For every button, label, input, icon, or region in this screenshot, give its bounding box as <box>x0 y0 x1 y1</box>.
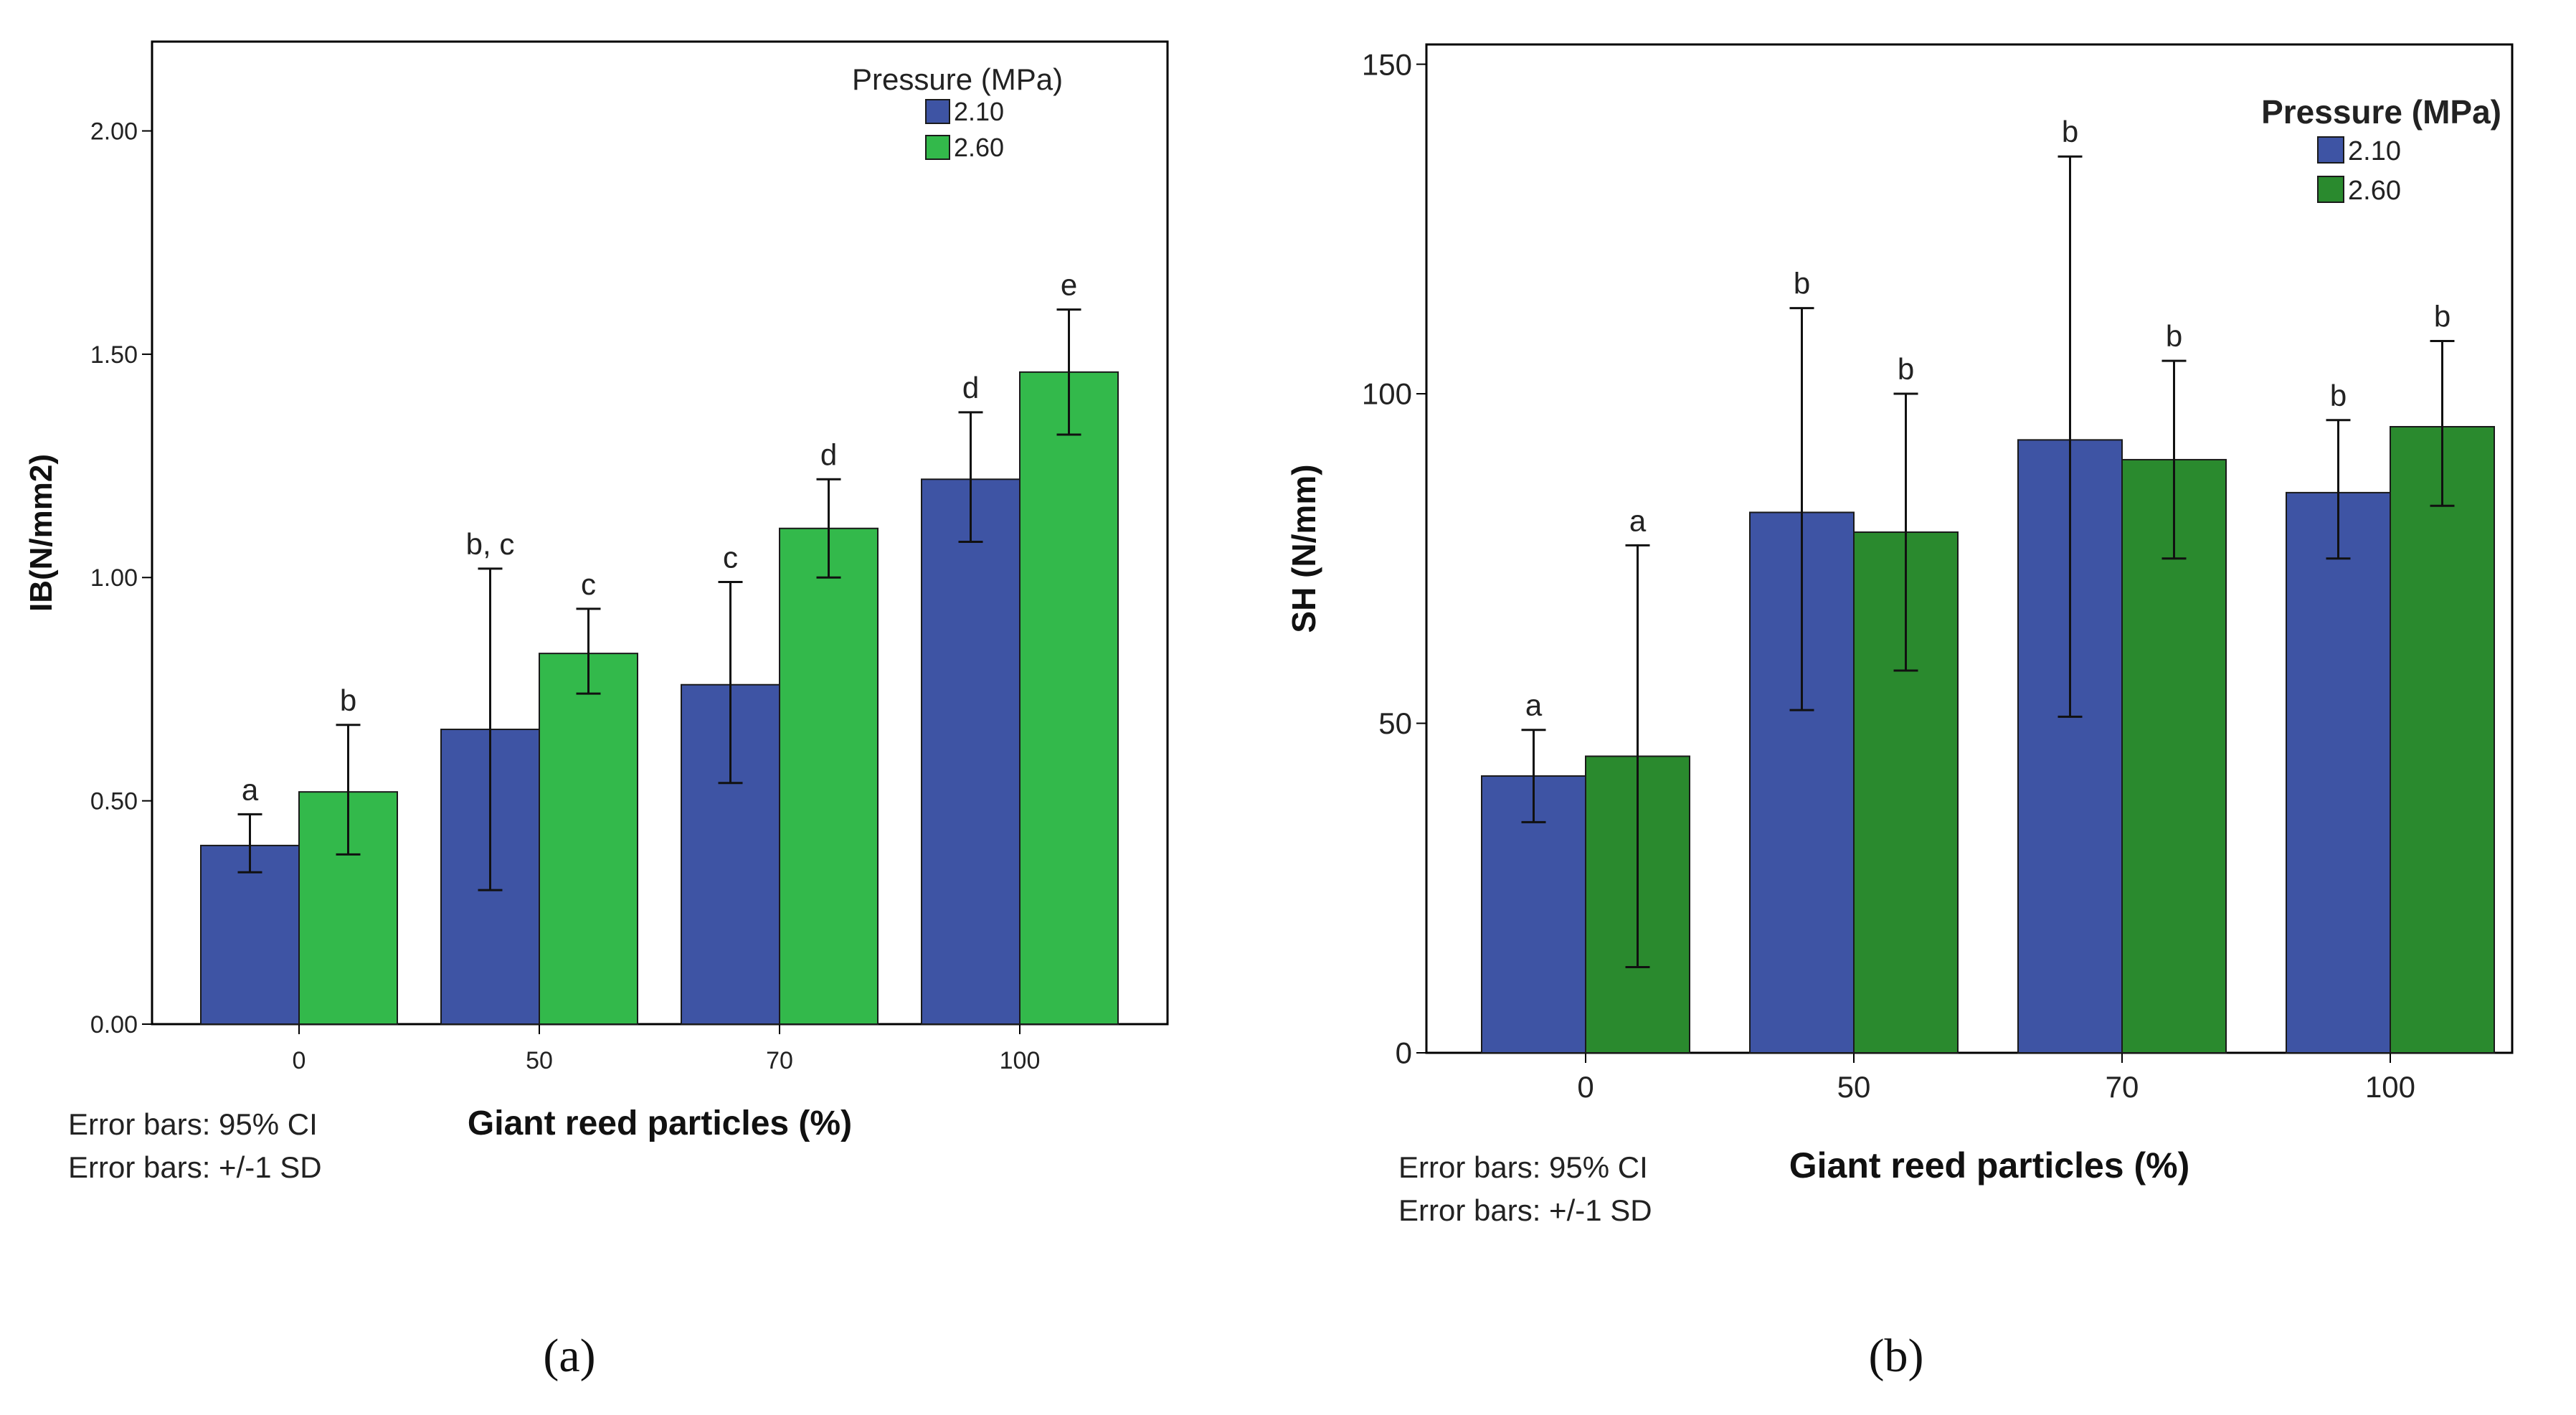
x-axis-label: Giant reed particles (%) <box>468 1104 852 1142</box>
significance-letter: b <box>2166 319 2182 353</box>
x-tick-label: 50 <box>1837 1070 1871 1104</box>
bar <box>1019 371 1119 1025</box>
y-tick-label: 1.00 <box>90 564 138 592</box>
y-tick-label: 0.00 <box>90 1011 138 1038</box>
error-bar-note: Error bars: 95% CI <box>68 1107 318 1141</box>
significance-letter: b <box>2434 300 2450 333</box>
error-bar-note: Error bars: +/-1 SD <box>68 1150 322 1184</box>
significance-letter: a <box>1629 503 1647 537</box>
legend-entry-label: 2.10 <box>954 97 1004 126</box>
plot-frame <box>151 40 1169 1026</box>
x-tick-label: 50 <box>526 1047 553 1074</box>
bar <box>921 478 1021 1025</box>
y-tick-label: 2.00 <box>90 118 138 145</box>
plot-frame <box>1425 43 2514 1054</box>
y-axis-label: SH (N/mm) <box>1285 464 1322 633</box>
panel-b-chart: 0 50 100 150 0 a a 50 b b 70 b b 100 b b SH (N/mm) Giant … <box>1285 43 2514 1382</box>
legend-entry-label: 2.10 <box>2348 136 2401 166</box>
significance-letter: b <box>2330 379 2347 412</box>
legend-title: Pressure (MPa) <box>2261 93 2501 131</box>
significance-letter: a <box>242 772 259 806</box>
significance-letter: c <box>723 541 738 574</box>
significance-letter: a <box>1525 688 1543 722</box>
x-tick-label: 0 <box>293 1047 306 1074</box>
significance-letter: b <box>1898 352 1914 386</box>
significance-letter: b <box>1794 267 1810 300</box>
bar <box>2286 491 2391 1054</box>
bar <box>779 527 879 1025</box>
significance-letter: b <box>2062 115 2078 148</box>
significance-letter: b, c <box>466 527 515 561</box>
legend: Pressure (MPa) 2.10 2.60 <box>2261 93 2501 206</box>
legend-swatch <box>2317 176 2344 203</box>
bar <box>539 653 638 1025</box>
x-tick-label: 70 <box>2106 1070 2139 1104</box>
x-axis-label: Giant reed particles (%) <box>1789 1145 2190 1186</box>
legend-swatch <box>925 99 950 124</box>
y-tick-label: 1.50 <box>90 341 138 369</box>
legend-title: Pressure (MPa) <box>852 62 1063 96</box>
bar <box>2390 425 2495 1054</box>
x-tick-label: 70 <box>766 1047 793 1074</box>
y-tick-label: 100 <box>1362 377 1412 411</box>
x-tick-label: 100 <box>2365 1070 2415 1104</box>
panel-label: (a) <box>543 1330 595 1382</box>
legend-entry-label: 2.60 <box>954 133 1004 162</box>
y-tick-label: 0 <box>1396 1036 1412 1070</box>
panel-label: (b) <box>1869 1330 1924 1382</box>
x-tick-label: 0 <box>1577 1070 1594 1104</box>
legend: Pressure (MPa)2.10 2.60 <box>852 62 1063 162</box>
legend-entry-label: 2.60 <box>2348 176 2401 206</box>
significance-letter: d <box>820 437 837 471</box>
significance-letter: d <box>962 371 979 404</box>
significance-letter: b <box>340 683 356 717</box>
significance-letter: e <box>1061 268 1077 302</box>
y-axis-label: IB(N/mm2) <box>24 454 59 612</box>
legend-swatch <box>2317 136 2344 164</box>
x-tick-label: 100 <box>1000 1047 1041 1074</box>
error-bar-note: Error bars: +/-1 SD <box>1398 1193 1652 1227</box>
y-tick-label: 50 <box>1378 706 1412 740</box>
y-tick-label: 0.50 <box>90 788 138 815</box>
y-tick-label: 150 <box>1362 47 1412 81</box>
legend-swatch <box>925 135 950 160</box>
panel-a-chart: 0.00 0.50 1.00 1.50 2.00 0 a b 50 b, c c 70 c d 100 d e I… <box>24 40 1169 1382</box>
significance-letter: c <box>581 567 596 601</box>
error-bar-note: Error bars: 95% CI <box>1398 1150 1648 1184</box>
